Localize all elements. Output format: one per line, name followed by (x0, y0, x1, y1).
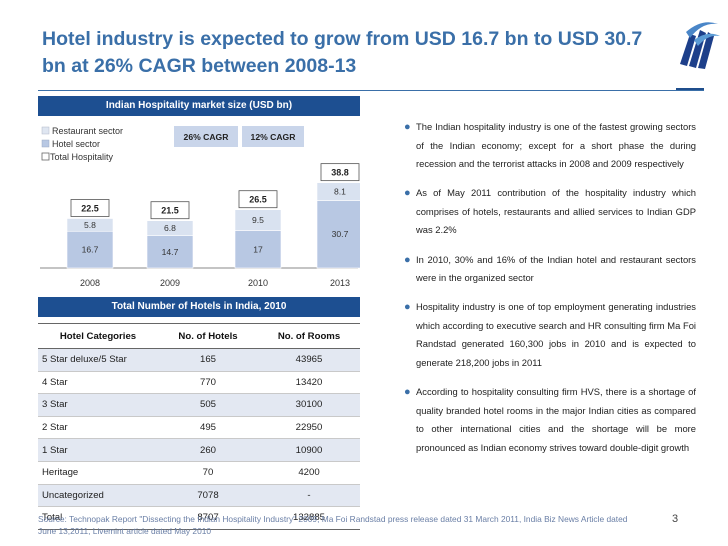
table-row: 4 Star 770 13420 (38, 371, 360, 395)
data-label-hotel-2008: 16.7 (82, 245, 99, 255)
cell-rooms: 132885 (258, 506, 360, 530)
table-header-row: Hotel Categories No. of Hotels No. of Ro… (38, 323, 360, 349)
bullet-icon: ● (404, 301, 411, 314)
column-header-rooms: No. of Rooms (258, 323, 360, 349)
cell-rooms: 22950 (258, 416, 360, 440)
legend-swatch-total (41, 152, 50, 161)
bullet-icon: ● (404, 386, 411, 399)
cagr-box-2 (242, 126, 304, 147)
bullet-icon: ● (404, 121, 411, 133)
bullet-item: ● The Indian hospitality industry is one … (404, 118, 696, 174)
legend-label-total: Total Hospitality (50, 152, 114, 162)
data-label-restaurant-2010: 9.5 (252, 215, 264, 225)
legend-swatch-hotel (41, 139, 50, 148)
table-row: Uncategorized 7078- (38, 484, 360, 508)
cagr-label-1: 26% CAGR (184, 132, 230, 142)
bar-hotel-2008 (66, 230, 114, 269)
bullet-icon: ● (404, 187, 411, 200)
column-header-hotels: No. of Hotels (158, 323, 258, 349)
bullet-item: ● According to hospitality consulting fir… (404, 383, 696, 457)
title-divider-accent (676, 88, 704, 90)
title-divider (38, 90, 704, 91)
bar-restaurant-2010 (234, 209, 282, 231)
page-number: 3 (672, 513, 679, 525)
data-label-hotel-2013: 30.7 (332, 229, 349, 239)
cell-category: 5 Star deluxe/5 Star (38, 348, 158, 372)
cell-category: 2 Star (38, 416, 158, 440)
cell-rooms: 13420 (258, 371, 360, 395)
cell-hotels: 165 (158, 348, 258, 372)
bullet-text: In 2010, 30% and 16% of the Indian hotel… (416, 253, 696, 284)
x-tick-label-2013: 2013 (330, 278, 350, 288)
legend-label-hotel: Hotel sector (52, 139, 100, 149)
cell-category: Uncategorized (38, 484, 158, 508)
column-header-category: Hotel Categories (38, 323, 158, 349)
cell-rooms: 4200 (258, 461, 360, 485)
table-title: Total Number of Hotels in India, 2010 (38, 297, 360, 317)
cagr-label-2: 12% CAGR (251, 132, 297, 142)
total-label-2008: 22.5 (81, 204, 99, 214)
table-row: 3 Star 505 30100 (38, 393, 360, 417)
table-row: 5 Star deluxe/5 Star 165 43965 (38, 348, 360, 372)
table-row-total: Total 8707 132885 (38, 506, 360, 530)
data-label-restaurant-2008: 5.8 (84, 220, 96, 230)
data-label-restaurant-2013: 8.1 (334, 187, 346, 197)
source-note: Source: Technopak Report "Dissecting the… (38, 514, 628, 536)
company-logo-icon (680, 22, 720, 69)
total-box-2008 (70, 199, 110, 217)
cell-rooms: 30100 (258, 393, 360, 417)
bullet-text: The Indian hospitality industry is one o… (416, 121, 696, 170)
total-label-2013: 38.8 (331, 168, 349, 178)
cell-hotels: 7078 (158, 484, 258, 508)
market-size-chart: Restaurant sector Hotel sector Total Hos… (40, 126, 360, 288)
cell-category: 3 Star (38, 393, 158, 417)
x-tick-label-2009: 2009 (160, 278, 180, 288)
bullet-icon: ● (404, 253, 411, 266)
hotels-table: Hotel Categories No. of Hotels No. of Ro… (38, 323, 360, 530)
cell-rooms: 43965 (258, 348, 360, 372)
bar-restaurant-2009 (146, 220, 194, 236)
legend-label-restaurant: Restaurant sector (52, 126, 123, 136)
page-title: Hotel industry is expected to grow from … (42, 28, 643, 77)
cell-category: Total (38, 506, 158, 530)
x-tick-label-2010: 2010 (248, 278, 268, 288)
key-points-list: ● The Indian hospitality industry is one … (404, 118, 696, 468)
table-row: Heritage 70 4200 (38, 461, 360, 485)
cell-hotels: 505 (158, 393, 258, 417)
bar-hotel-2009 (146, 235, 194, 269)
cell-category: 1 Star (38, 438, 158, 462)
cell-rooms: - (258, 484, 360, 508)
cell-hotels: 70 (158, 461, 258, 485)
total-label-2010: 26.5 (249, 195, 267, 205)
cell-hotels: 260 (158, 438, 258, 462)
bullet-text: As of May 2011 contribution of the hospi… (416, 187, 696, 236)
bullet-text: According to hospitality consulting firm… (416, 386, 696, 453)
total-box-2009 (150, 201, 190, 220)
bar-restaurant-2013 (316, 182, 360, 201)
total-box-2013 (320, 163, 360, 182)
data-label-restaurant-2009: 6.8 (164, 223, 176, 233)
data-label-hotel-2009: 14.7 (162, 247, 179, 257)
total-label-2009: 21.5 (161, 206, 179, 216)
bullet-item: ● Hospitality industry is one of top empl… (404, 298, 696, 372)
data-label-hotel-2010: 17 (253, 244, 263, 254)
chart-title: Indian Hospitality market size (USD bn) (38, 96, 360, 116)
bar-restaurant-2008 (66, 218, 114, 232)
cell-hotels: 770 (158, 371, 258, 395)
cell-category: Heritage (38, 461, 158, 485)
cell-category: 4 Star (38, 371, 158, 395)
cell-rooms: 10900 (258, 438, 360, 462)
bullet-item: ● As of May 2011 contribution of the hosp… (404, 184, 696, 240)
cagr-box-1 (174, 126, 238, 147)
bullet-text: Hospitality industry is one of top emplo… (416, 301, 696, 369)
bullet-item: ● In 2010, 30% and 16% of the Indian hote… (404, 251, 696, 288)
table-row: 1 Star 260 10900 (38, 438, 360, 462)
cell-hotels: 495 (158, 416, 258, 440)
legend-swatch-restaurant (41, 126, 50, 135)
x-tick-label-2008: 2008 (80, 278, 100, 288)
table-row: 2 Star 495 22950 (38, 416, 360, 440)
total-box-2010 (238, 190, 278, 209)
cell-hotels: 8707 (158, 506, 258, 530)
